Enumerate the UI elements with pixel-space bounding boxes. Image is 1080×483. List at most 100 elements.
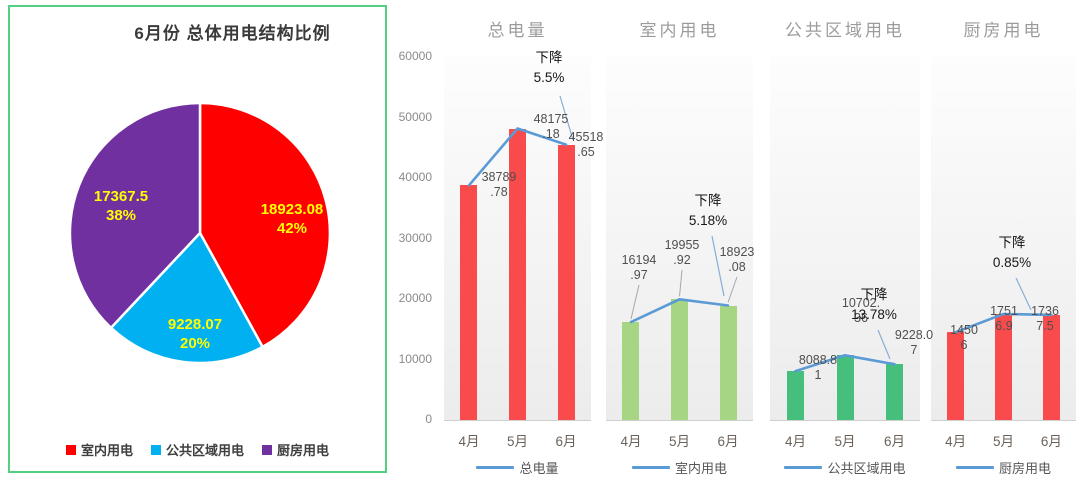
value-label-line: 48175 xyxy=(533,112,569,126)
value-label-line: 9228.0 xyxy=(894,328,934,342)
legend-swatch-indoor xyxy=(65,444,76,455)
bar-5月 xyxy=(671,299,688,420)
chart-title-总电量: 总电量 xyxy=(487,21,548,40)
annotation-line: 0.85% xyxy=(992,255,1032,270)
bar-4月 xyxy=(460,185,478,420)
value-label-4月: 16194.97 xyxy=(607,253,671,283)
legend-series-label: 总电量 xyxy=(519,461,559,476)
bar-5月 xyxy=(509,128,526,420)
value-label-line: .65 xyxy=(577,145,595,159)
legend-line-swatch xyxy=(784,466,823,469)
legend-line-swatch xyxy=(476,466,515,469)
bar-4月 xyxy=(787,371,804,420)
value-label-line: 10702. xyxy=(841,296,881,310)
legend-label-indoor: 室内用电 xyxy=(80,443,133,458)
annotation-line: 5.18% xyxy=(688,213,728,228)
pie-slice-label-厨房用电: 17367.5 38% xyxy=(94,188,148,224)
value-label-line: 7.5 xyxy=(1036,319,1054,333)
pie-legend: 室内用电 公共区域用电 厨房用电 xyxy=(10,440,385,459)
decrease-annotation: 下降 0.85% xyxy=(966,233,1058,273)
bar-6月 xyxy=(886,364,903,420)
annotation-line: 下降 xyxy=(694,193,722,208)
chart-legend: 室内用电 xyxy=(602,458,757,477)
value-label-line: .97 xyxy=(630,268,648,282)
bar-6月 xyxy=(1042,314,1060,420)
legend-item-kitchen: 厨房用电 xyxy=(262,440,329,459)
x-tick-5月: 5月 xyxy=(992,434,1014,449)
value-label-line: 19955 xyxy=(664,238,700,252)
value-label-line: 18923 xyxy=(719,245,755,259)
pie-panel: 6月份 总体用电结构比例 18923.08 42% 9228.07 20% 17367.… xyxy=(8,5,387,473)
annotation-line: 下降 xyxy=(860,287,888,302)
legend-item-public-area: 公共区域用电 xyxy=(150,440,244,459)
value-label-4月: 8088.8 1 xyxy=(786,353,850,383)
chart-legend: 总电量 xyxy=(440,458,595,477)
value-label-line: 8088.8 xyxy=(798,353,838,367)
x-tick-4月: 4月 xyxy=(945,434,967,449)
bar-chart-公共区域用电: 公共区域用电 8088.8 1 10702. 36 9228.0 7 下降 13.78% 4月 5月… xyxy=(766,0,933,483)
value-label-line: 1736 xyxy=(1031,304,1059,318)
legend-swatch-public-area xyxy=(150,444,161,455)
value-label-6月: 1736 7.5 xyxy=(1013,304,1077,334)
chart-title-室内用电: 室内用电 xyxy=(639,21,720,40)
value-label-4月: 38789.78 xyxy=(467,170,531,200)
decrease-annotation: 下降 5.18% xyxy=(662,191,754,231)
value-label-6月: 9228.0 7 xyxy=(882,328,946,358)
bar-4月 xyxy=(947,332,965,420)
pie-slice-label-公共区域用电: 9228.07 20% xyxy=(168,316,222,352)
x-tick-6月: 6月 xyxy=(1040,434,1062,449)
y-tick-30000: 30000 xyxy=(398,230,432,245)
legend-label-public-area: 公共区域用电 xyxy=(165,443,244,458)
value-label-line: 16194 xyxy=(621,253,657,267)
bar-4月 xyxy=(622,322,640,420)
y-axis: 60000 50000 40000 30000 20000 10000 0 xyxy=(394,0,434,483)
decrease-annotation: 下降 5.5% xyxy=(503,48,595,88)
x-tick-6月: 6月 xyxy=(883,434,905,449)
value-label-line: .78 xyxy=(490,185,508,199)
annotation-line: 5.5% xyxy=(533,70,565,85)
value-label-line: 7 xyxy=(910,343,918,357)
y-tick-50000: 50000 xyxy=(398,109,432,124)
legend-swatch-kitchen xyxy=(262,444,272,455)
chart-title-公共区域用电: 公共区域用电 xyxy=(785,21,905,40)
y-tick-40000: 40000 xyxy=(398,170,432,184)
y-tick-60000: 60000 xyxy=(398,49,432,63)
value-label-5月: 10702. 36 xyxy=(829,296,893,326)
value-label-6月: 45518.65 xyxy=(554,130,618,160)
x-tick-5月: 5月 xyxy=(834,434,856,449)
y-tick-0: 0 xyxy=(425,412,432,426)
chart-legend: 厨房用电 xyxy=(927,458,1080,477)
bar-6月 xyxy=(719,305,737,420)
y-tick-20000: 20000 xyxy=(398,291,432,305)
pie-chart-title: 6月份 总体用电结构比例 xyxy=(134,24,331,43)
legend-series-label: 室内用电 xyxy=(674,461,727,476)
bar-chart-总电量: 总电量 38789.78 48175.18 45518.65 下降 5.5% 4月 5月 6月总… xyxy=(440,0,603,483)
legend-series-label: 公共区域用电 xyxy=(827,461,906,476)
chart-legend: 公共区域用电 xyxy=(766,458,924,477)
legend-line-swatch xyxy=(955,466,994,469)
x-tick-5月: 5月 xyxy=(506,434,528,449)
decrease-annotation: 下降 13.78% xyxy=(828,285,920,325)
x-tick-4月: 4月 xyxy=(458,434,480,449)
legend-series-label: 厨房用电 xyxy=(998,461,1051,476)
x-tick-4月: 4月 xyxy=(784,434,806,449)
bar-chart-室内用电: 室内用电 16194.97 19955.92 18923.08 下降 5.18% 4月 5月 6… xyxy=(602,0,757,483)
pie-chart: 18923.08 42% 9228.07 20% 17367.5 38% xyxy=(68,101,332,365)
legend-label-kitchen: 厨房用电 xyxy=(277,443,330,458)
pie-slice-公共区域用电 xyxy=(109,231,264,365)
value-label-6月: 18923.08 xyxy=(705,245,769,275)
x-tick-6月: 6月 xyxy=(555,434,577,449)
pie-slice-label-室内用电: 18923.08 42% xyxy=(261,201,324,237)
value-label-line: 6 xyxy=(960,338,968,352)
chart-title-厨房用电: 厨房用电 xyxy=(963,21,1044,40)
value-label-line: .08 xyxy=(728,260,746,274)
bar-5月 xyxy=(995,314,1012,420)
value-label-line: 45518 xyxy=(568,130,604,144)
bar-chart-厨房用电: 厨房用电 1450 6 1751 6.9 1736 7.5 下降 0.85% 4月 5月 6月 厨房用电 xyxy=(927,0,1080,483)
pie-slice-厨房用电 xyxy=(68,101,202,330)
legend-item-indoor: 室内用电 xyxy=(65,440,133,459)
value-label-line: 36 xyxy=(854,311,868,325)
annotation-line: 13.78% xyxy=(851,307,897,322)
value-label-line: .92 xyxy=(673,253,691,267)
